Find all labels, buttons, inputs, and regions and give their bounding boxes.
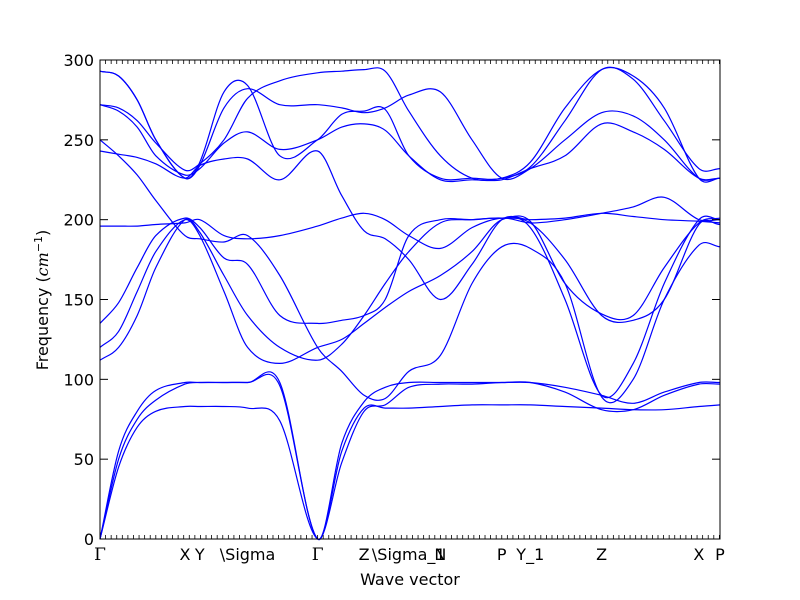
x-tick-label: Z: [359, 545, 370, 564]
y-tick-label: 150: [63, 291, 94, 310]
band-line-9: [99, 150, 721, 301]
x-tick-label: \Sigma: [220, 545, 276, 564]
band-line-5: [99, 215, 721, 399]
y-tick-label: 0: [84, 530, 94, 549]
band-line-10: [99, 104, 721, 183]
band-line-11: [99, 70, 721, 181]
x-tick-label: P: [497, 545, 507, 564]
y-tick-label: 250: [63, 131, 94, 150]
band-line-12: [99, 66, 721, 181]
band-line-6: [99, 217, 721, 325]
x-tick-label: Γ: [312, 545, 324, 565]
x-tick-label: P: [715, 545, 725, 564]
band-line-4: [99, 215, 721, 361]
band-line-8: [99, 139, 721, 404]
y-axis-label: Frequency (cm−1): [32, 230, 52, 371]
band-line-1: [99, 373, 721, 540]
x-tick-label: N: [434, 545, 446, 564]
x-tick-label: X: [693, 545, 704, 564]
y-tick-label: 300: [63, 51, 94, 70]
band-line-13: [99, 66, 721, 183]
y-tick-label: 200: [63, 211, 94, 230]
band-lines: [99, 66, 721, 540]
x-axis-ticks: Γ X Y \Sigma Γ Z \Sigma_1N P Y_1 Z X P: [94, 60, 725, 565]
y-axis-ticks: 0 50 100 150 200 250 300: [63, 51, 720, 549]
y-tick-label: 100: [63, 370, 94, 389]
x-tick-label: \Sigma_1: [372, 545, 446, 565]
plot-frame: [99, 59, 721, 540]
band-line-3: [99, 371, 721, 540]
x-axis-label: Wave vector: [360, 570, 460, 589]
x-tick-label: X: [179, 545, 190, 564]
x-tick-label: Γ: [94, 545, 106, 565]
y-tick-label: 50: [74, 450, 94, 469]
x-tick-label: Y: [194, 545, 205, 564]
band-line-2: [99, 381, 721, 540]
x-tick-label: Y_1: [515, 545, 544, 565]
x-tick-label: Z: [596, 545, 607, 564]
